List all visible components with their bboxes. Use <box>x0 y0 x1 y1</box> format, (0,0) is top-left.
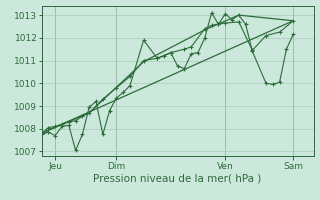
X-axis label: Pression niveau de la mer( hPa ): Pression niveau de la mer( hPa ) <box>93 173 262 183</box>
